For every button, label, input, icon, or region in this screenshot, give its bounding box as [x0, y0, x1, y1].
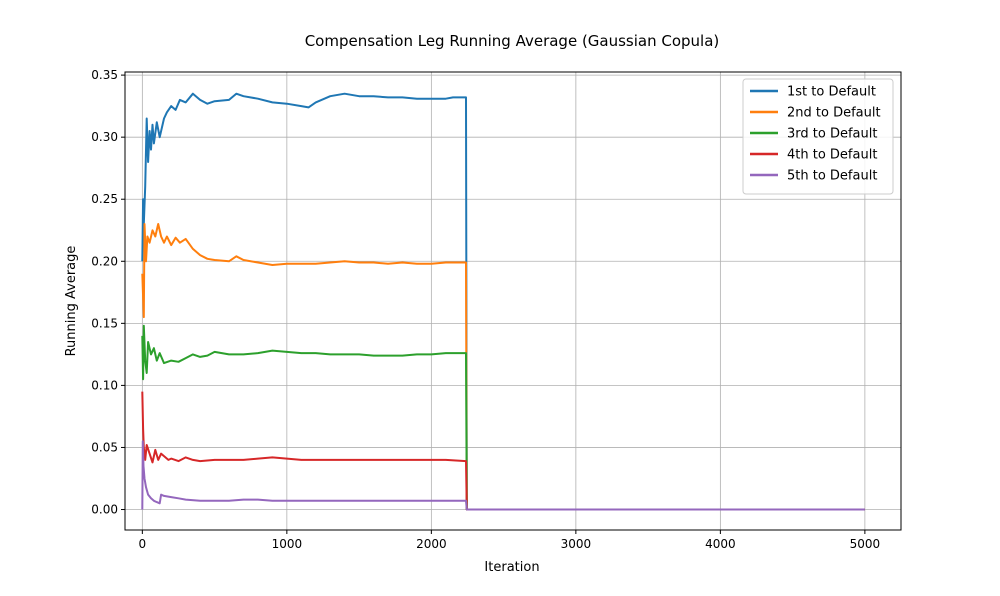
x-tick-label: 5000	[850, 537, 881, 551]
x-tick-label: 0	[139, 537, 147, 551]
y-axis-label: Running Average	[64, 246, 79, 357]
y-tick-label: 0.20	[91, 254, 118, 268]
x-tick-label: 3000	[561, 537, 592, 551]
x-axis-ticks: 0 1000 2000 3000 4000 5000	[139, 530, 881, 551]
legend: 1st to Default 2nd to Default 3rd to Defau…	[742, 78, 894, 195]
series-line-1st-to-default	[141, 92, 865, 511]
x-tick-label: 2000	[416, 537, 447, 551]
y-tick-label: 0.15	[91, 316, 118, 330]
x-axis-label: Iteration	[484, 560, 539, 575]
legend-label: 5th to Default	[787, 169, 877, 184]
x-tick-label: 1000	[272, 537, 303, 551]
series-lines	[141, 92, 865, 511]
legend-label: 3rd to Default	[787, 127, 877, 142]
y-tick-label: 0.25	[91, 192, 118, 206]
legend-label: 1st to Default	[787, 85, 876, 100]
y-tick-label: 0.30	[91, 130, 118, 144]
series-line-2nd-to-default	[141, 223, 865, 511]
chart-title: Compensation Leg Running Average (Gaussi…	[305, 32, 720, 50]
series-line-5th-to-default	[141, 440, 865, 511]
legend-label: 4th to Default	[787, 148, 877, 163]
y-tick-label: 0.35	[91, 68, 118, 82]
series-line-3rd-to-default	[141, 324, 865, 511]
y-tick-label: 0.00	[91, 503, 118, 517]
y-axis-ticks: 0.00 0.05 0.10 0.15 0.20 0.25 0.30 0.35	[91, 68, 125, 517]
legend-label: 2nd to Default	[787, 106, 881, 121]
y-tick-label: 0.05	[91, 440, 118, 454]
series-line-4th-to-default	[141, 391, 865, 511]
y-tick-label: 0.10	[91, 378, 118, 392]
plot-frame	[124, 71, 902, 531]
legend-box	[742, 78, 894, 195]
grid-lines	[125, 72, 901, 530]
x-tick-label: 4000	[705, 537, 736, 551]
